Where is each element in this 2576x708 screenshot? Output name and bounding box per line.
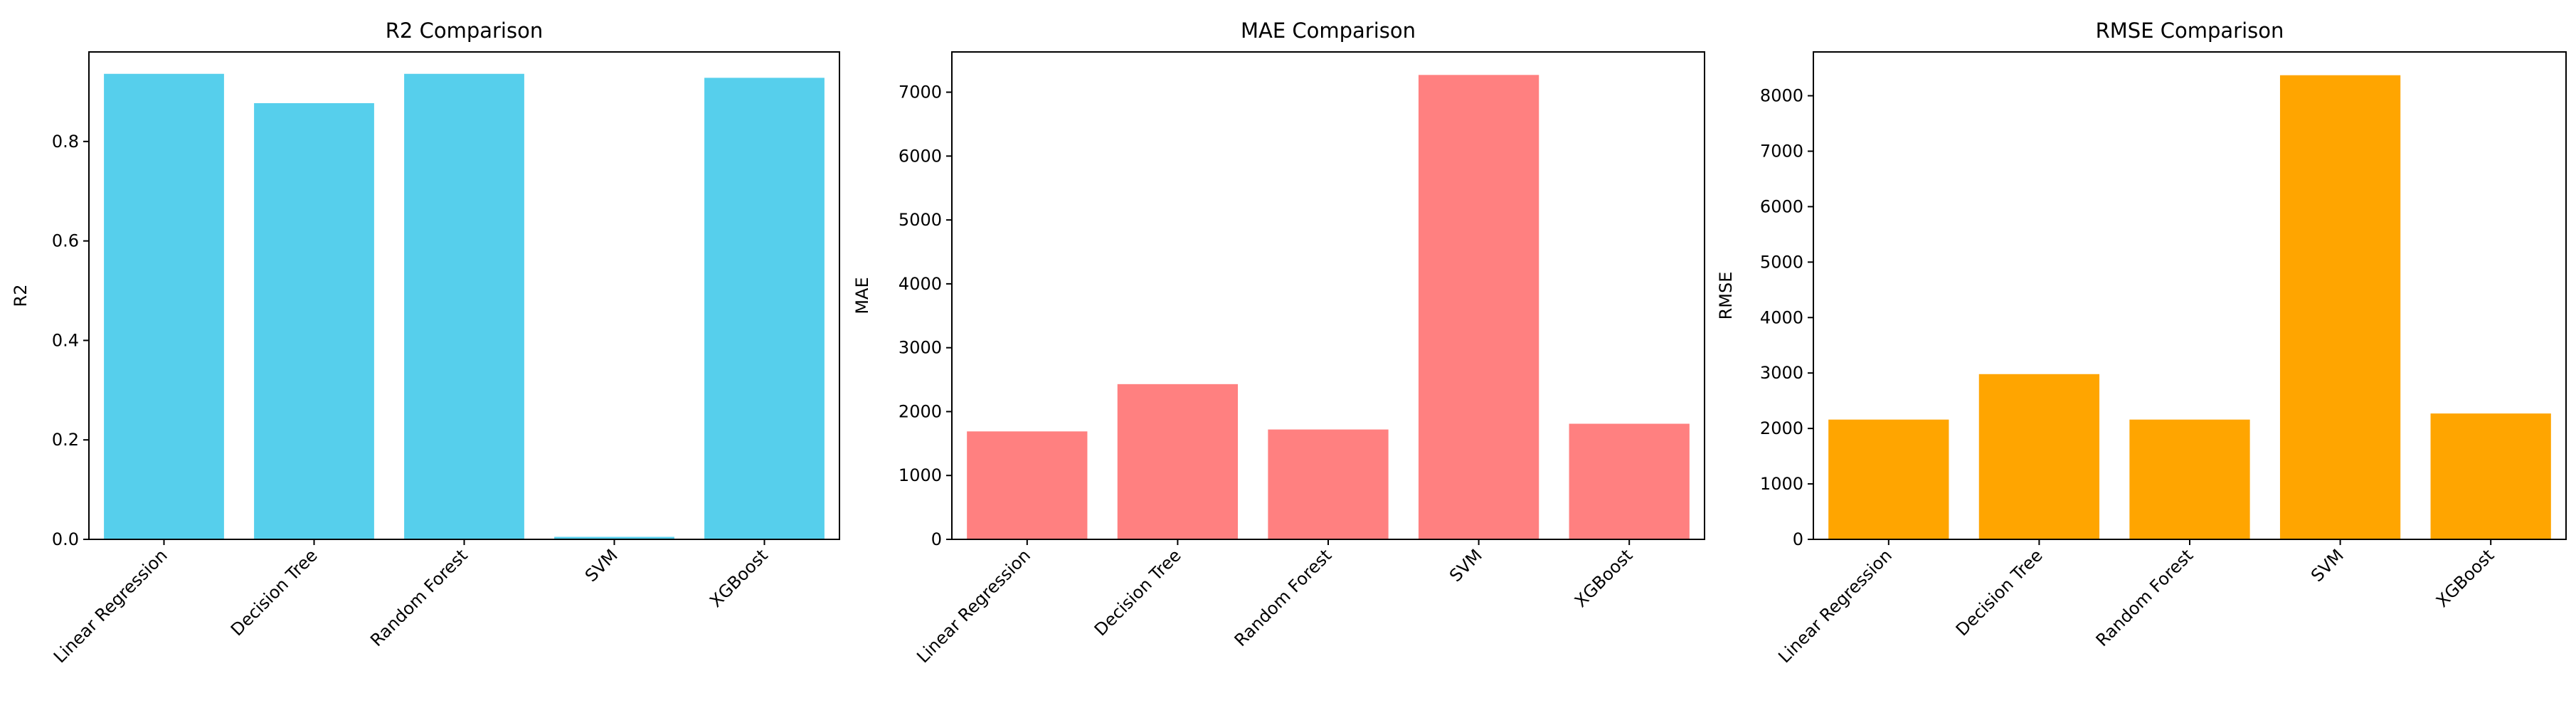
r2-bar-svm <box>554 537 674 539</box>
r2-chart-title: R2 Comparison <box>386 19 543 43</box>
mae-y-tick-label: 3000 <box>899 338 942 358</box>
mae-y-tick-label: 0 <box>931 529 942 549</box>
r2-bar-xgboost <box>704 78 825 540</box>
mae-chart-panel: 0 1000 2000 3000 4000 5000 6000 7000 Linear Regr… <box>852 19 1705 667</box>
r2-x-tick-label: Random Forest <box>366 545 472 650</box>
r2-y-tick-label: 0.0 <box>52 529 79 549</box>
rmse-x-tick-label: Decision Tree <box>1952 545 2047 640</box>
mae-bar-random-forest <box>1268 429 1389 539</box>
mae-y-tick-label: 5000 <box>899 210 942 230</box>
mae-x-tick-label: Random Forest <box>1231 545 1336 650</box>
r2-x-tick-label: XGBoost <box>706 545 771 611</box>
rmse-y-tick-label: 0 <box>1793 529 1803 549</box>
r2-bar-linear-regression <box>104 73 224 539</box>
r2-y-tick-label: 0.2 <box>52 430 79 450</box>
r2-bar-random-forest <box>404 73 524 539</box>
r2-y-axis-label: R2 <box>11 285 31 307</box>
mae-x-tick-label: XGBoost <box>1571 545 1636 611</box>
mae-y-tick-label: 6000 <box>899 146 942 166</box>
rmse-bar-random-forest <box>2129 419 2250 539</box>
rmse-x-tick-label: Random Forest <box>2092 545 2198 650</box>
rmse-bar-xgboost <box>2430 413 2551 539</box>
rmse-y-tick-label: 4000 <box>1760 307 1803 327</box>
r2-x-tick-label: SVM <box>581 545 622 586</box>
mae-x-tick-label: SVM <box>1446 545 1486 586</box>
rmse-chart-panel: 0 1000 2000 3000 4000 5000 6000 7000 8000 Linear … <box>1716 19 2567 667</box>
r2-y-tick-label: 0.6 <box>52 231 79 251</box>
rmse-bar-decision-tree <box>1978 374 2100 539</box>
rmse-x-tick-label: Linear Regression <box>1774 545 1896 667</box>
r2-y-tick-label: 0.4 <box>52 330 79 350</box>
r2-x-tick-label: Linear Regression <box>50 545 171 667</box>
rmse-y-tick-label: 7000 <box>1760 141 1803 161</box>
rmse-y-axis-label: RMSE <box>1716 272 1736 320</box>
mae-y-axis-label: MAE <box>852 277 872 314</box>
mae-bar-xgboost <box>1569 423 1690 539</box>
mae-y-tick-label: 1000 <box>899 465 942 485</box>
mae-y-tick-label: 7000 <box>899 83 942 102</box>
mae-chart-title: MAE Comparison <box>1241 19 1416 43</box>
r2-x-tick-label: Decision Tree <box>227 545 322 640</box>
rmse-bar-svm <box>2279 75 2401 540</box>
mae-bar-linear-regression <box>967 431 1088 539</box>
r2-y-tick-label: 0.8 <box>52 132 79 152</box>
mae-bar-decision-tree <box>1117 384 1239 539</box>
mae-x-tick-label: Decision Tree <box>1091 545 1185 640</box>
rmse-y-tick-label: 3000 <box>1760 363 1803 383</box>
rmse-y-tick-label: 8000 <box>1760 86 1803 106</box>
rmse-y-tick-label: 1000 <box>1760 474 1803 494</box>
rmse-y-tick-label: 5000 <box>1760 252 1803 272</box>
mae-y-tick-label: 4000 <box>899 274 942 294</box>
rmse-chart-title: RMSE Comparison <box>2096 19 2284 43</box>
r2-chart-panel: 0.0 0.2 0.4 0.6 0.8 Linear Regression Decision… <box>11 19 840 667</box>
mae-y-tick-label: 2000 <box>899 401 942 421</box>
rmse-x-tick-label: SVM <box>2307 545 2348 586</box>
rmse-y-tick-label: 6000 <box>1760 196 1803 216</box>
mae-bar-svm <box>1418 75 1539 539</box>
r2-bar-decision-tree <box>254 102 374 540</box>
rmse-bar-linear-regression <box>1828 419 1949 539</box>
mae-x-tick-label: Linear Regression <box>913 545 1034 667</box>
rmse-y-tick-label: 2000 <box>1760 418 1803 438</box>
rmse-x-tick-label: XGBoost <box>2432 545 2498 611</box>
